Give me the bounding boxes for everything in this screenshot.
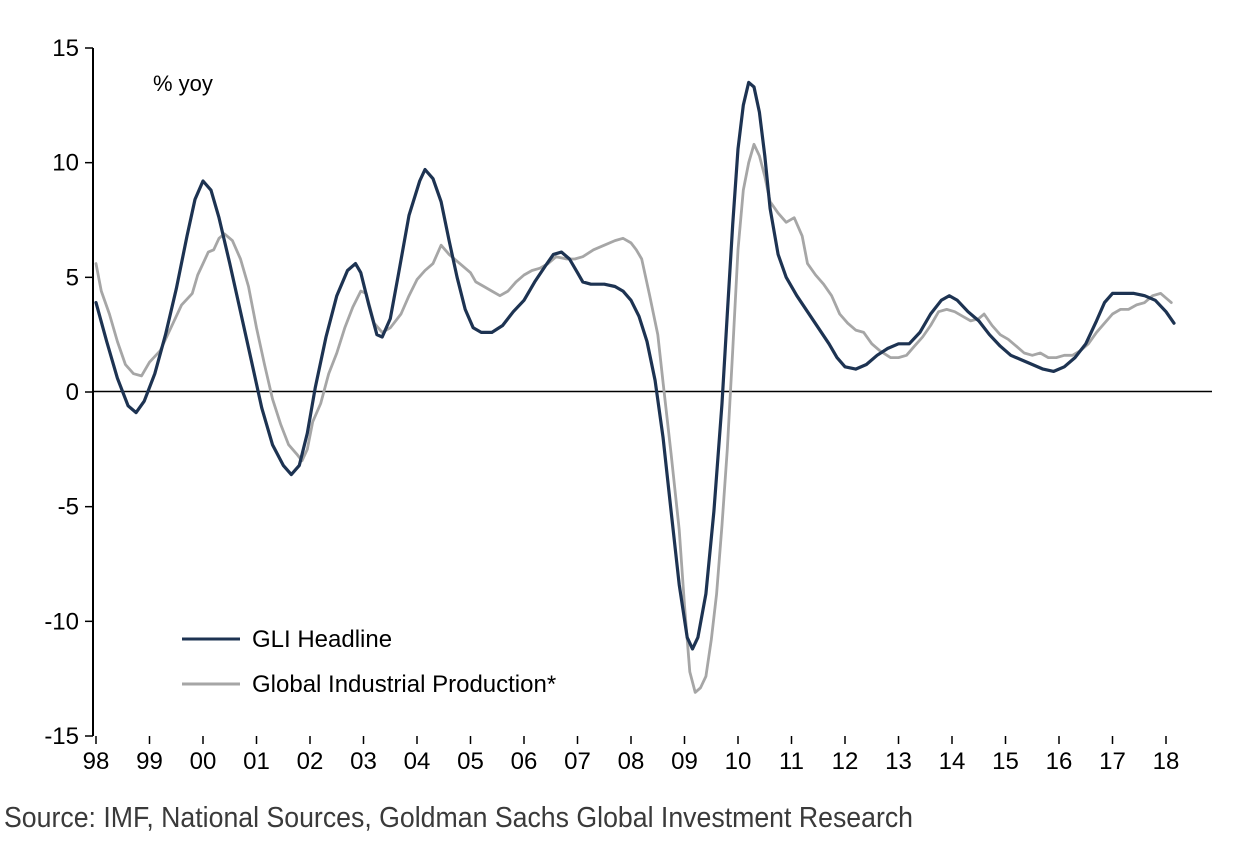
x-tick-label: 13 [885,748,912,775]
legend-label-global-industrial-production: Global Industrial Production* [252,671,556,698]
x-tick-label: 03 [350,748,377,775]
x-tick-label: 18 [1153,748,1180,775]
y-axis-ticks: 15 10 5 0 -5 -10 -15 [44,35,93,750]
y-tick-label: -10 [44,608,79,635]
legend: GLI Headline Global Industrial Productio… [182,626,556,698]
line-chart: 15 10 5 0 -5 -10 -15 98 99 00 01 02 03 04 05 06 07 08 09 1… [44,35,1212,775]
x-tick-label: 98 [83,748,110,775]
x-tick-label: 11 [779,748,804,775]
series-line-gli-headline [94,80,1176,651]
x-tick-label: 16 [1046,748,1073,775]
x-tick-label: 05 [457,748,484,775]
source-note: Source: IMF, National Sources, Goldman S… [4,802,914,834]
x-tick-label: 04 [404,748,431,775]
x-tick-label: 12 [832,748,859,775]
x-tick-label: 08 [618,748,645,775]
x-tick-label: 15 [992,748,1019,775]
x-tick-label: 06 [511,748,538,775]
y-tick-label: 15 [52,35,79,62]
y-tick-label: 5 [66,264,79,291]
x-tick-label: 02 [297,748,324,775]
unit-label: % yoy [153,71,213,96]
y-tick-label: -5 [58,494,79,521]
x-tick-label: 17 [1099,748,1126,775]
y-tick-label: 10 [52,150,79,177]
y-tick-label: -15 [44,723,79,750]
series-layer [94,80,1176,694]
x-axis-ticks: 98 99 00 01 02 03 04 05 06 07 08 09 10 11 12 13 14 15 16 17… [83,736,1180,775]
series-line-global-industrial-production [94,142,1173,694]
legend-label-gli-headline: GLI Headline [252,626,392,653]
y-tick-label: 0 [66,379,79,406]
x-tick-label: 14 [939,748,966,775]
x-tick-label: 01 [243,748,270,775]
x-tick-label: 07 [564,748,591,775]
x-tick-label: 00 [190,748,217,775]
x-tick-label: 09 [671,748,698,775]
x-tick-label: 10 [725,748,752,775]
x-tick-label: 99 [136,748,163,775]
